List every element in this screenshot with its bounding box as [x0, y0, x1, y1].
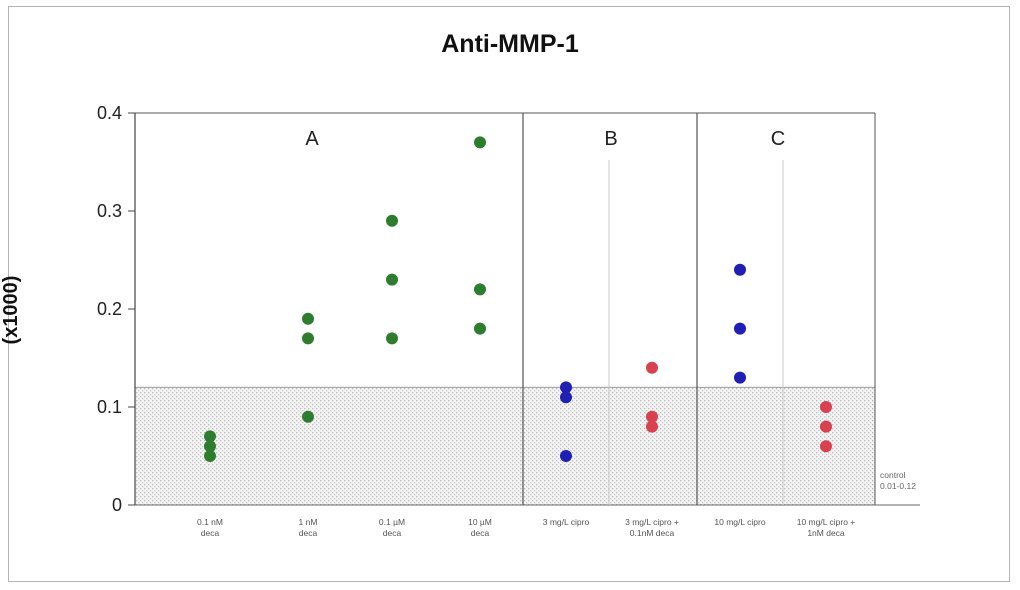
data-point — [734, 263, 746, 276]
data-point — [386, 214, 398, 227]
panel-label-c: C — [771, 128, 785, 150]
data-point — [204, 430, 216, 443]
x-category-label-line: 1nM deca — [807, 528, 845, 538]
x-category-label: 10 mg/L cipro +1nM deca — [797, 517, 856, 538]
data-point — [820, 401, 832, 413]
x-category-label: 3 mg/L cipro — [543, 517, 590, 527]
x-category-label-line: 10 µM — [468, 517, 492, 527]
data-point — [646, 361, 658, 374]
data-point — [560, 381, 572, 394]
data-point — [302, 312, 314, 325]
y-tick-label: 0.2 — [97, 299, 122, 319]
control-band — [135, 387, 875, 505]
x-category-label-line: 3 mg/L cipro + — [625, 517, 679, 527]
data-point — [734, 371, 746, 384]
x-category-label: 0.1 µM deca — [379, 517, 405, 538]
x-category-label-line: 0.1nM deca — [630, 528, 675, 538]
x-category-label-line: 1 nM — [299, 517, 318, 527]
control-band-label: control 0.01-0.12 — [880, 470, 916, 491]
x-category-label: 1 nM deca — [299, 517, 318, 538]
data-point — [646, 420, 658, 433]
x-category-label: 10 mg/L cipro — [714, 517, 765, 527]
data-point — [302, 410, 314, 423]
x-category-label-line: deca — [383, 528, 402, 538]
data-point — [204, 440, 216, 453]
data-point — [560, 391, 572, 404]
chart-title: Anti-MMP-1 — [441, 30, 579, 58]
data-point — [474, 283, 486, 296]
y-tick-label: 0.4 — [97, 103, 122, 123]
x-category-label: 3 mg/L cipro +0.1nM deca — [625, 517, 679, 538]
x-category-label-line: 10 mg/L cipro + — [797, 517, 856, 527]
x-category-label-line: 3 mg/L cipro — [543, 517, 590, 527]
y-tick-label: 0.1 — [97, 397, 122, 417]
data-point — [386, 273, 398, 286]
panel-label-a: A — [305, 128, 319, 150]
data-point — [474, 322, 486, 335]
data-point — [820, 440, 832, 453]
x-category-label-line: deca — [201, 528, 220, 538]
control-band-label-line: 0.01-0.12 — [880, 481, 916, 491]
data-point — [646, 410, 658, 423]
x-category-label: 10 µM deca — [468, 517, 492, 538]
x-category-label-line: deca — [299, 528, 318, 538]
panel-label-b: B — [604, 128, 617, 150]
data-point — [386, 332, 398, 345]
x-category-label-line: deca — [471, 528, 490, 538]
control-band-label-line: control — [880, 470, 906, 480]
y-tick-label: 0 — [112, 495, 122, 515]
x-category-label: 0.1 nM deca — [197, 517, 223, 538]
data-point — [734, 322, 746, 335]
data-point — [302, 332, 314, 345]
data-point — [474, 136, 486, 149]
data-point — [204, 450, 216, 462]
x-category-label-line: 10 mg/L cipro — [714, 517, 765, 527]
data-point — [560, 450, 572, 462]
data-point — [820, 420, 832, 433]
y-tick-label: 0.3 — [97, 201, 122, 221]
x-category-label-line: 0.1 µM — [379, 517, 405, 527]
x-category-label-line: 0.1 nM — [197, 517, 223, 527]
